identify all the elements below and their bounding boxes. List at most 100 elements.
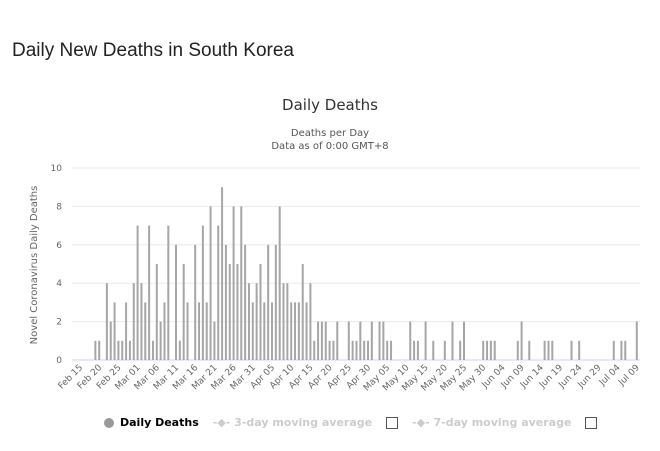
bar-jun-02[interactable]	[493, 340, 496, 360]
bar-mar-09[interactable]	[167, 225, 170, 360]
bar-apr-07[interactable]	[278, 206, 281, 360]
bar-jun-01[interactable]	[489, 340, 492, 360]
bar-may-05[interactable]	[386, 340, 389, 360]
bar-may-17[interactable]	[432, 340, 435, 360]
legend-3-day-average[interactable]: -◆- 3-day moving average	[213, 416, 372, 429]
bar-feb-23[interactable]	[109, 321, 112, 360]
bar-feb-27[interactable]	[125, 302, 128, 360]
bar-apr-11[interactable]	[294, 302, 297, 360]
bar-mar-02[interactable]	[140, 283, 143, 360]
bar-apr-09[interactable]	[286, 283, 289, 360]
bar-apr-02[interactable]	[259, 264, 262, 360]
bar-mar-24[interactable]	[224, 244, 227, 360]
bar-mar-30[interactable]	[247, 283, 250, 360]
bar-feb-19[interactable]	[94, 340, 97, 360]
bar-apr-15[interactable]	[309, 283, 312, 360]
bar-mar-14[interactable]	[186, 302, 189, 360]
bar-mar-21[interactable]	[213, 321, 216, 360]
bar-may-20[interactable]	[443, 340, 446, 360]
bar-may-03[interactable]	[378, 321, 381, 360]
bar-jun-16[interactable]	[547, 340, 550, 360]
bar-apr-13[interactable]	[301, 264, 304, 360]
bar-apr-16[interactable]	[313, 340, 316, 360]
legend-7-day-average[interactable]: -◆- 7-day moving average	[412, 416, 571, 429]
bar-mar-06[interactable]	[155, 264, 158, 360]
bar-may-13[interactable]	[416, 340, 419, 360]
bar-may-31[interactable]	[486, 340, 489, 360]
bar-mar-17[interactable]	[198, 302, 201, 360]
bar-apr-18[interactable]	[320, 321, 323, 360]
bar-may-04[interactable]	[382, 321, 385, 360]
bar-mar-04[interactable]	[148, 225, 151, 360]
bar-mar-07[interactable]	[159, 321, 162, 360]
bar-mar-13[interactable]	[182, 264, 185, 360]
bar-mar-11[interactable]	[175, 244, 177, 360]
bar-apr-05[interactable]	[271, 302, 273, 360]
bar-apr-04[interactable]	[267, 244, 270, 360]
bar-apr-03[interactable]	[263, 302, 266, 360]
bar-may-22[interactable]	[451, 321, 454, 360]
bar-jun-09[interactable]	[520, 321, 523, 360]
bar-apr-28[interactable]	[359, 321, 362, 360]
bar-mar-27[interactable]	[236, 264, 239, 360]
bar-may-01[interactable]	[370, 321, 373, 360]
checkbox-7-day-average[interactable]	[585, 416, 598, 429]
bar-feb-20[interactable]	[98, 340, 101, 360]
bar-mar-12[interactable]	[178, 340, 181, 360]
bar-mar-22[interactable]	[217, 225, 220, 360]
bar-apr-27[interactable]	[355, 340, 358, 360]
bar-jun-24[interactable]	[578, 340, 581, 360]
bar-mar-25[interactable]	[228, 264, 231, 360]
bar-apr-20[interactable]	[328, 340, 331, 360]
bar-jun-17[interactable]	[551, 340, 554, 360]
bar-mar-26[interactable]	[232, 206, 235, 360]
bar-apr-29[interactable]	[363, 340, 366, 360]
bar-mar-18[interactable]	[201, 225, 204, 360]
bar-may-25[interactable]	[463, 321, 465, 360]
bar-feb-28[interactable]	[128, 340, 131, 360]
bar-apr-19[interactable]	[324, 321, 327, 360]
bar-mar-08[interactable]	[163, 302, 166, 360]
bar-mar-23[interactable]	[221, 187, 224, 360]
bar-jun-22[interactable]	[570, 340, 573, 360]
bar-apr-22[interactable]	[336, 321, 339, 360]
bar-mar-19[interactable]	[205, 302, 208, 360]
bar-may-30[interactable]	[482, 340, 485, 360]
bar-jul-06[interactable]	[624, 340, 627, 360]
bar-feb-26[interactable]	[121, 340, 124, 360]
bar-mar-01[interactable]	[136, 225, 139, 360]
bar-feb-22[interactable]	[105, 283, 108, 360]
bar-feb-24[interactable]	[113, 302, 116, 360]
bar-mar-20[interactable]	[209, 206, 212, 360]
bar-mar-28[interactable]	[240, 206, 243, 360]
checkbox-3-day-average[interactable]	[386, 416, 399, 429]
bar-mar-29[interactable]	[244, 244, 247, 360]
bar-apr-01[interactable]	[255, 283, 258, 360]
bar-apr-06[interactable]	[274, 244, 277, 360]
bar-may-24[interactable]	[459, 340, 462, 360]
bar-jun-08[interactable]	[516, 340, 519, 360]
bar-mar-31[interactable]	[251, 302, 254, 360]
bar-may-15[interactable]	[424, 321, 427, 360]
bar-apr-30[interactable]	[367, 340, 369, 360]
bar-mar-03[interactable]	[144, 302, 147, 360]
bar-jul-03[interactable]	[612, 340, 615, 360]
bar-may-11[interactable]	[409, 321, 412, 360]
bar-apr-26[interactable]	[351, 340, 354, 360]
bar-apr-25[interactable]	[347, 321, 350, 360]
bar-mar-05[interactable]	[151, 340, 154, 360]
bar-apr-12[interactable]	[297, 302, 300, 360]
legend-daily-deaths[interactable]: Daily Deaths	[104, 416, 199, 429]
bar-feb-29[interactable]	[132, 283, 135, 360]
bar-feb-25[interactable]	[117, 340, 120, 360]
bar-apr-17[interactable]	[317, 321, 320, 360]
bar-jul-05[interactable]	[620, 340, 623, 360]
bar-apr-08[interactable]	[282, 283, 285, 360]
bar-mar-16[interactable]	[194, 244, 197, 360]
bar-apr-21[interactable]	[332, 340, 335, 360]
bar-apr-14[interactable]	[305, 302, 308, 360]
bar-jul-09[interactable]	[635, 321, 638, 360]
bar-may-06[interactable]	[390, 340, 393, 360]
bar-may-12[interactable]	[413, 340, 416, 360]
bar-apr-10[interactable]	[290, 302, 293, 360]
